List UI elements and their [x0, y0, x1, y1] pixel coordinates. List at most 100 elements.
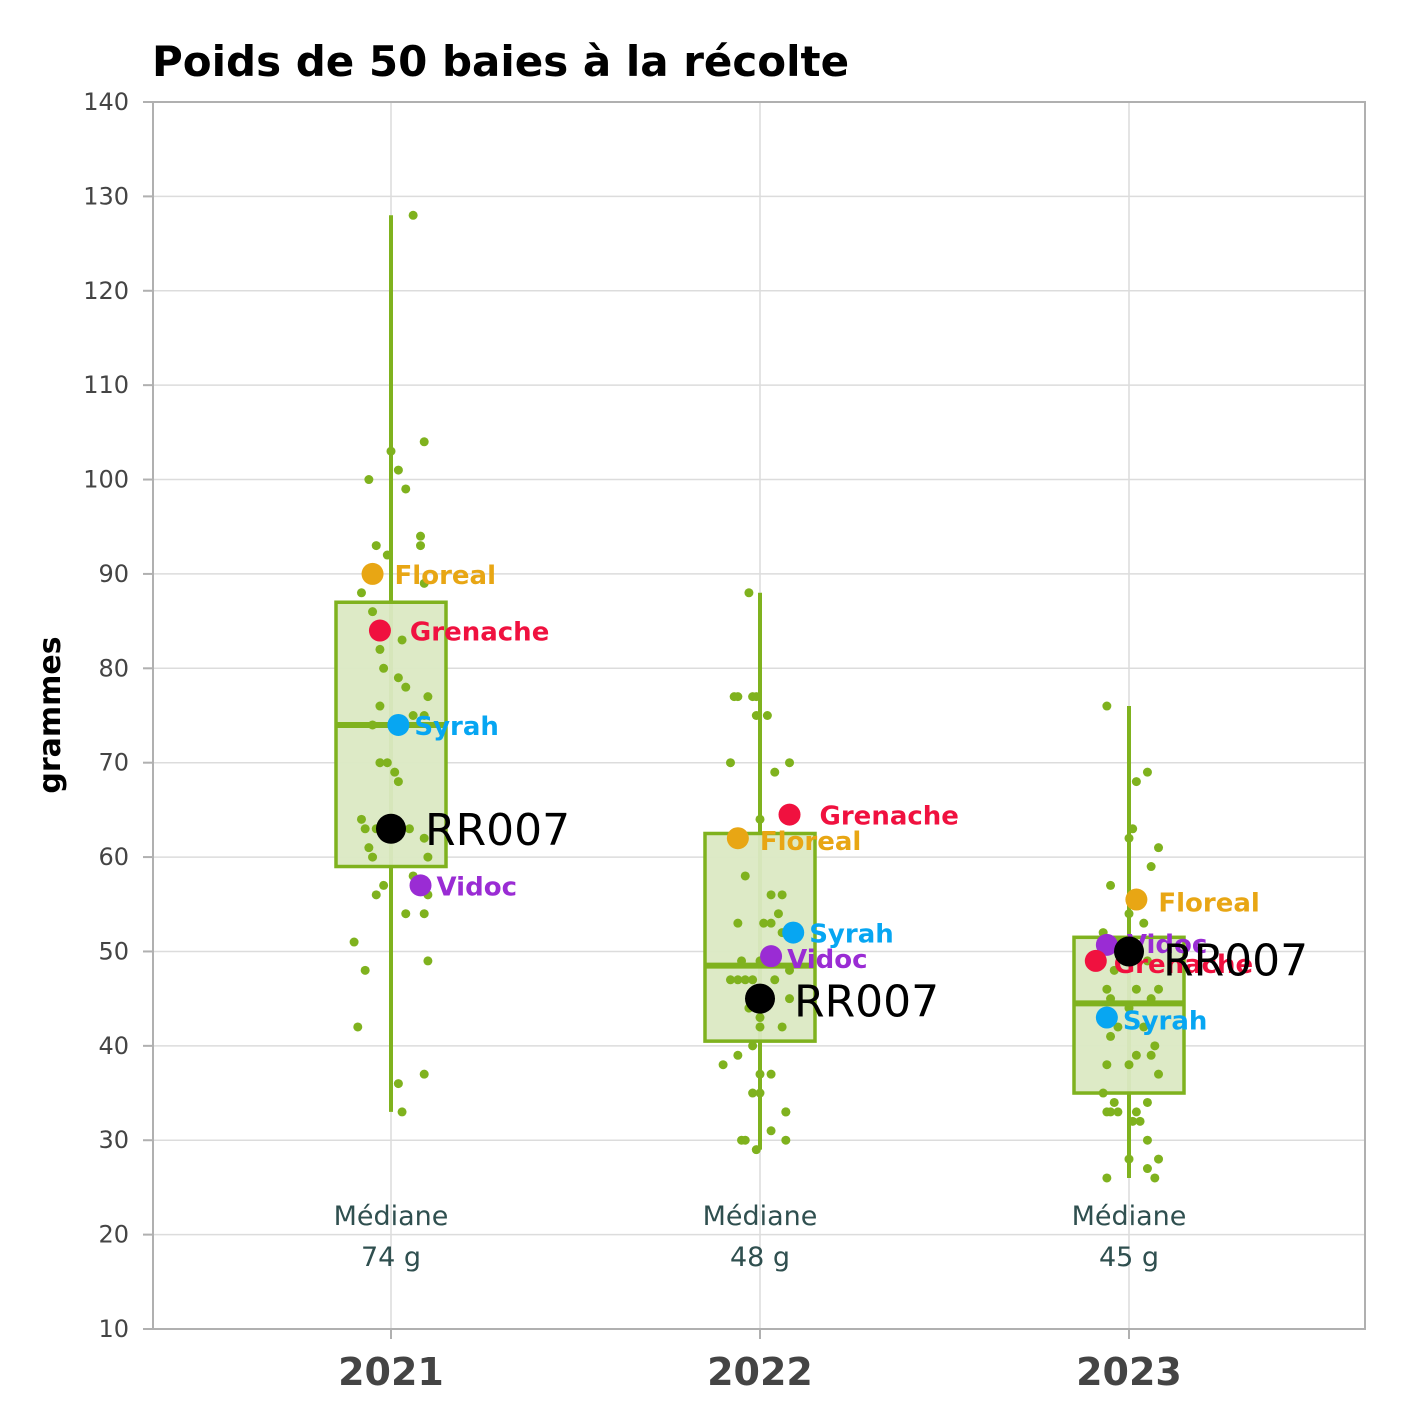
highlight-label-floreal: Floreal [1158, 889, 1259, 919]
jitter-point [1109, 1097, 1119, 1107]
jitter-point [397, 635, 407, 645]
jitter-point [401, 484, 411, 494]
jitter-point [368, 607, 378, 617]
jitter-point [1113, 1107, 1123, 1117]
jitter-point [401, 909, 411, 919]
highlight-label-vidoc: Vidoc [437, 872, 517, 902]
chart-title: Poids de 50 baies à la récolte [152, 37, 849, 86]
highlight-label-syrah: Syrah [809, 920, 894, 950]
jitter-point [733, 1050, 743, 1060]
jitter-point [1131, 777, 1141, 787]
jitter-point [1128, 824, 1138, 834]
jitter-point [419, 578, 429, 588]
y-tick-label: 120 [83, 277, 129, 305]
jitter-point [1150, 1173, 1160, 1183]
y-tick-label: 80 [98, 654, 129, 682]
jitter-point [785, 758, 795, 768]
jitter-point [733, 692, 743, 702]
jitter-point [416, 541, 426, 551]
highlight-point-floreal [1125, 888, 1148, 911]
highlight-point-vidoc [409, 874, 432, 897]
jitter-point [423, 852, 433, 862]
jitter-point [1146, 862, 1156, 872]
y-tick-label: 40 [98, 1032, 129, 1060]
jitter-point [1106, 1031, 1116, 1041]
jitter-point [751, 1145, 761, 1155]
jitter-point [368, 852, 378, 862]
jitter-point [1102, 701, 1112, 711]
jitter-point [364, 843, 374, 853]
jitter-point [1142, 1097, 1152, 1107]
jitter-point [393, 465, 403, 475]
jitter-point [419, 711, 429, 720]
median-value: 45 g [1099, 1242, 1159, 1273]
y-tick-label: 30 [98, 1126, 129, 1154]
jitter-point [393, 777, 403, 787]
jitter-point [1109, 965, 1119, 975]
jitter-point [393, 673, 403, 683]
median-value: 74 g [361, 1242, 421, 1273]
jitter-point [748, 1088, 758, 1098]
highlight-point-grenache [368, 619, 391, 642]
jitter-point [423, 692, 433, 702]
jitter-point [1154, 1154, 1164, 1164]
jitter-point [353, 1022, 363, 1032]
jitter-point [766, 890, 776, 900]
jitter-point [1131, 1050, 1141, 1060]
jitter-point [733, 975, 743, 985]
jitter-point [419, 909, 429, 919]
jitter-point [393, 1079, 403, 1089]
jitter-point [379, 663, 389, 673]
highlight-label-grenache: Grenache [410, 618, 549, 648]
y-tick-label: 20 [98, 1221, 129, 1249]
jitter-point [755, 814, 765, 824]
highlight-label-rr007: RR007 [794, 977, 939, 1028]
jitter-point [1102, 1173, 1112, 1183]
highlight-label-rr007: RR007 [1163, 935, 1308, 986]
highlight-label-floreal: Floreal [395, 561, 496, 591]
jitter-point [408, 711, 418, 720]
jitter-point [1139, 1022, 1149, 1032]
jitter-point [766, 1126, 776, 1136]
jitter-point [1131, 984, 1141, 994]
box-group-2021: Floreal Grenache Syrah RR007 Vidoc Médiane 74 … [334, 210, 570, 1273]
jitter-point [762, 711, 772, 720]
jitter-point [1124, 1060, 1134, 1070]
jitter-point [382, 758, 392, 768]
y-tick-label: 70 [98, 749, 129, 777]
median-value: 48 g [730, 1242, 790, 1273]
jitter-point [379, 880, 389, 890]
x-tick-label: 2021 [338, 1350, 444, 1394]
y-tick-label: 110 [83, 371, 129, 399]
median-caption: Médiane [334, 1201, 449, 1232]
jitter-point [368, 720, 378, 730]
jitter-point [1135, 1116, 1145, 1126]
highlight-label-rr007: RR007 [425, 805, 570, 856]
jitter-point [770, 767, 780, 777]
jitter-point [1154, 843, 1164, 853]
highlight-point-vidoc [1095, 933, 1118, 956]
jitter-point [423, 956, 433, 966]
jitter-point [740, 871, 750, 881]
jitter-point [751, 692, 761, 702]
highlight-point-syrah [1095, 1006, 1118, 1029]
jitter-point [751, 711, 761, 720]
jitter-point [371, 890, 381, 900]
jitter-point [1142, 1135, 1152, 1145]
jitter-point [1131, 1107, 1141, 1117]
jitter-point [781, 1135, 791, 1145]
jitter-point [375, 701, 385, 711]
jitter-point [371, 541, 381, 551]
jitter-point [770, 975, 780, 985]
jitter-point [1106, 1107, 1116, 1117]
y-tick-label: 90 [98, 560, 129, 588]
jitter-point [349, 937, 359, 947]
jitter-point [1154, 1069, 1164, 1079]
jitter-point [356, 588, 366, 598]
jitter-point [766, 918, 776, 928]
jitter-point [397, 1107, 407, 1117]
jitter-point [1142, 1164, 1152, 1174]
jitter-point [364, 475, 374, 485]
y-tick-label: 100 [83, 466, 129, 494]
